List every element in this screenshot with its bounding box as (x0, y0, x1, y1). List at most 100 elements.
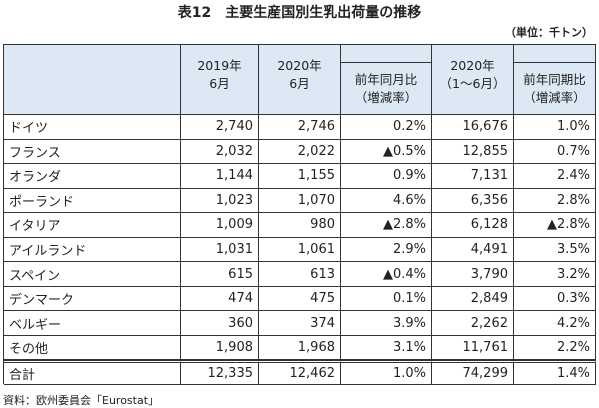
value-text: 3.5% (556, 241, 590, 257)
header-cell: 2019年 6月 (181, 45, 259, 115)
value-text: 2.2% (556, 340, 590, 356)
title: 表12 主要生産国別生乳出荷量の推移 (177, 5, 422, 21)
value-text: 615 (228, 266, 253, 282)
value-text: 0.2% (392, 119, 426, 135)
header-text: 2020年 (450, 58, 495, 73)
data-cell: 360 (181, 311, 259, 336)
unit: （単位：千トン） (505, 26, 593, 39)
label-text: イタリア (9, 219, 61, 235)
value-text: 12,335 (207, 366, 254, 382)
data-cell: 12,335 (181, 360, 259, 385)
header-cell: 2020年 （1～6月） (432, 45, 514, 115)
data-cell: 74,299 (432, 360, 514, 385)
data-cell: 2,262 (432, 311, 514, 336)
value-text: 0.3% (556, 291, 590, 307)
value-text: 1.0% (556, 119, 590, 135)
value-text: 2,032 (215, 143, 253, 159)
row-label: 合計 (4, 360, 181, 385)
header-text: 6月 (289, 76, 310, 91)
value-text: 3,790 (470, 266, 508, 282)
data-cell: 980 (259, 213, 341, 238)
row-label: ドイツ (4, 115, 181, 140)
data-cell: 613 (259, 262, 341, 287)
header-text: 前年同期比 (523, 71, 586, 87)
value-text: 12,462 (289, 366, 336, 382)
data-cell: 0.7% (514, 139, 596, 165)
value-text: 613 (310, 266, 335, 282)
value-text: 4.2% (556, 315, 590, 331)
data-cell: 1,031 (181, 237, 259, 263)
value-text: 1,023 (215, 192, 253, 208)
data-cell: 2,740 (181, 115, 259, 140)
row-label: オランダ (4, 164, 181, 189)
data-cell: 0.9% (341, 164, 432, 189)
header-text: （増減率） (354, 89, 418, 105)
data-cell: 6,356 (432, 188, 514, 214)
value-text: 74,299 (462, 366, 509, 382)
label-text: その他 (9, 342, 49, 358)
value-text: 2.9% (392, 241, 426, 257)
value-text: 7,131 (470, 168, 508, 184)
row-label: アイルランド (4, 237, 181, 263)
data-cell: 7,131 (432, 164, 514, 189)
data-cell: 11,761 (432, 335, 514, 361)
header-cell: 2020年 6月 (259, 45, 341, 115)
value-text: 3.2% (556, 266, 590, 282)
value-text: 474 (228, 291, 253, 307)
data-cell: 2.4% (514, 164, 596, 189)
value-text: 12,855 (462, 143, 509, 159)
label-text: アイルランド (9, 243, 87, 259)
data-cell: 3.9% (341, 311, 432, 336)
value-text: 3.9% (392, 315, 426, 331)
data-cell: 12,855 (432, 139, 514, 165)
value-text: 360 (228, 315, 253, 331)
label-text: フランス (9, 145, 61, 161)
value-text: 980 (310, 217, 335, 233)
value-text: 1,009 (215, 217, 253, 233)
label-text: ドイツ (9, 121, 49, 137)
data-cell: 4.2% (514, 311, 596, 336)
data-cell: 2,849 (432, 286, 514, 312)
data-cell: 374 (259, 311, 341, 336)
data-cell: ▲0.5% (341, 139, 432, 165)
data-cell: 3,790 (432, 262, 514, 287)
value-text: ▲0.4% (382, 266, 426, 282)
header-text: 前年同月比 (354, 71, 418, 87)
value-text: 0.7% (556, 143, 590, 159)
data-cell: 0.3% (514, 286, 596, 312)
value-text: 1.0% (392, 366, 426, 382)
data-cell: 2.2% (514, 335, 596, 361)
data-cell: 2.9% (341, 237, 432, 263)
data-cell: 1,061 (259, 237, 341, 263)
header-cell (341, 45, 432, 63)
table: 2019年 6月 2020年 6月 前年同月比 （増減率） 2020年 （1～6月） 前年同期比… (3, 44, 596, 385)
header-cell (514, 45, 596, 63)
label-text: 合計 (9, 368, 36, 384)
data-cell: 2.8% (514, 188, 596, 214)
data-cell: 2,022 (259, 139, 341, 165)
data-cell: 1,155 (259, 164, 341, 189)
row-label: その他 (4, 335, 181, 361)
value-text: 374 (310, 315, 335, 331)
data-cell: ▲0.4% (341, 262, 432, 287)
value-text: 1,061 (297, 241, 335, 257)
header-text: 2020年 (277, 58, 322, 73)
header-text: 6月 (209, 76, 230, 91)
row-label: フランス (4, 139, 181, 165)
value-text: ▲2.8% (382, 217, 426, 233)
header-cell: 前年同期比 （増減率） (514, 63, 596, 115)
data-cell: 3.5% (514, 237, 596, 263)
data-cell: 1,023 (181, 188, 259, 214)
row-label: スペイン (4, 262, 181, 287)
value-text: 3.1% (392, 340, 426, 356)
data-cell: 4,491 (432, 237, 514, 263)
data-cell: 6,128 (432, 213, 514, 238)
data-cell: 1.0% (514, 115, 596, 140)
value-text: 1,070 (297, 192, 335, 208)
data-cell: 3.2% (514, 262, 596, 287)
label-text: スペイン (9, 268, 61, 284)
data-cell: 1,009 (181, 213, 259, 238)
value-text: 2,746 (297, 119, 335, 135)
data-cell: 475 (259, 286, 341, 312)
data-cell: 1,908 (181, 335, 259, 361)
